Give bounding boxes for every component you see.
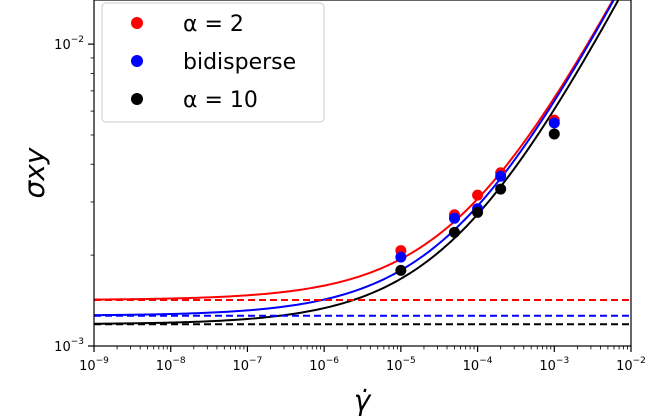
x-axis-ticks: 10−9 10−8 10−7 10−6 10−5 10−4 10−3 10−2	[79, 346, 646, 374]
data-point	[495, 184, 506, 195]
y-axis-ticks: 10−3 10−2	[54, 35, 94, 355]
data-point	[472, 207, 483, 218]
data-point	[395, 252, 406, 263]
x-tick-label: 10−4	[463, 356, 493, 374]
x-tick-label: 10−7	[233, 356, 263, 374]
x-tick-label: 10−8	[156, 356, 186, 374]
data-point	[449, 227, 460, 238]
data-point	[449, 213, 460, 224]
x-tick-label: 10−5	[386, 356, 416, 374]
legend-marker	[131, 93, 143, 105]
data-point	[395, 265, 406, 276]
x-tick-label: 10−2	[616, 356, 646, 374]
legend-label: α = 2	[183, 12, 244, 37]
x-axis-label: γ̇	[354, 384, 372, 417]
y-tick-label: 10−2	[54, 35, 84, 53]
y-axis-label: σxy	[18, 147, 51, 198]
legend-marker	[131, 17, 143, 29]
legend-label: bidisperse	[183, 50, 296, 75]
yield-stress-lines	[94, 300, 631, 324]
data-point	[549, 128, 560, 139]
data-point	[495, 171, 506, 182]
x-tick-label: 10−6	[309, 356, 339, 374]
x-tick-label: 10−3	[539, 356, 569, 374]
y-tick-label: 10−3	[54, 337, 84, 355]
legend-label: α = 10	[183, 88, 258, 113]
legend-marker	[131, 55, 143, 67]
data-point	[472, 190, 483, 201]
legend: α = 2 bidisperse α = 10	[102, 3, 324, 122]
x-tick-label: 10−9	[79, 356, 109, 374]
data-point	[549, 117, 560, 128]
